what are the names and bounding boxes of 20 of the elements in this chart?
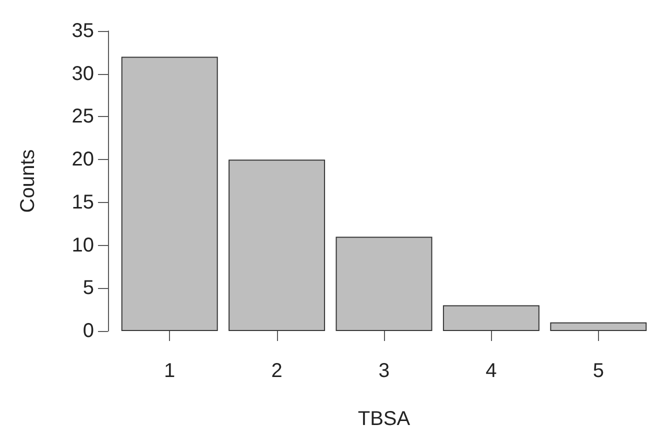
- bar: [550, 322, 647, 331]
- y-tick-label: 5: [82, 277, 94, 300]
- bar: [336, 236, 432, 331]
- bar: [442, 305, 540, 331]
- x-tick-label: 3: [378, 360, 390, 382]
- y-tick-label: 35: [72, 20, 94, 42]
- y-tick-label: 10: [72, 234, 94, 256]
- x-tick-label: 5: [592, 360, 604, 382]
- x-tick-label: 4: [486, 360, 497, 382]
- y-tick-label: 0: [82, 320, 94, 342]
- bar: [228, 160, 326, 331]
- y-tick-label: 30: [72, 62, 94, 85]
- y-tick-label: 15: [72, 191, 94, 214]
- bar: [121, 56, 218, 331]
- y-tick-label: 25: [72, 106, 94, 128]
- x-tick-label: 1: [164, 360, 176, 382]
- x-tick-label: 2: [271, 360, 282, 382]
- y-axis-title: Counts: [17, 149, 39, 213]
- x-axis-title: TBSA: [358, 408, 411, 430]
- y-tick-label: 20: [72, 148, 94, 171]
